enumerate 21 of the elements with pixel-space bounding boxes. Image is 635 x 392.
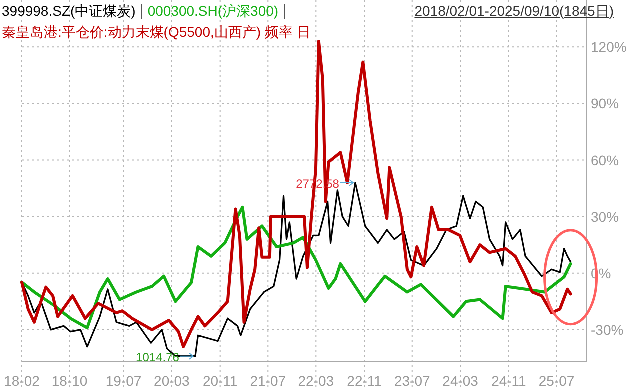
series-label: 秦皇岛港:平仓价:动力末煤(Q5500,山西产) 频率 日 [2, 24, 311, 40]
x-tick-label: 20-11 [202, 373, 238, 389]
x-tick-label: 24-11 [492, 373, 527, 389]
x-tick-label: 22-11 [347, 373, 382, 389]
x-tick-label: 18-02 [4, 373, 40, 389]
x-tick-label: 25-07 [538, 373, 575, 389]
x-tick-label: 23-07 [394, 373, 430, 389]
y-tick-label: 60% [591, 152, 620, 168]
annotation: 1014.76 [136, 350, 180, 364]
y-tick-label: 30% [591, 208, 620, 225]
x-tick-label: 20-03 [154, 373, 190, 389]
x-tick-label: 21-07 [250, 373, 286, 389]
y-tick-label: 120% [591, 39, 627, 56]
y-tick-label: -30% [591, 322, 624, 338]
x-tick-label: 22-03 [298, 373, 334, 389]
y-tick-label: 90% [591, 96, 620, 112]
x-tick-label: 19-07 [106, 373, 142, 389]
chart-subtitle: 2018/02/01-2025/09/10(1845日) [414, 3, 614, 19]
legend: 399998.SZ(中证煤炭) 000300.SH(沪深300) 秦皇岛港:平仓价:动力末煤(Q5500,山西产) 频率 日 [2, 3, 311, 40]
x-tick-label: 24-03 [442, 373, 479, 389]
x-tick-label: 18-10 [52, 373, 88, 389]
